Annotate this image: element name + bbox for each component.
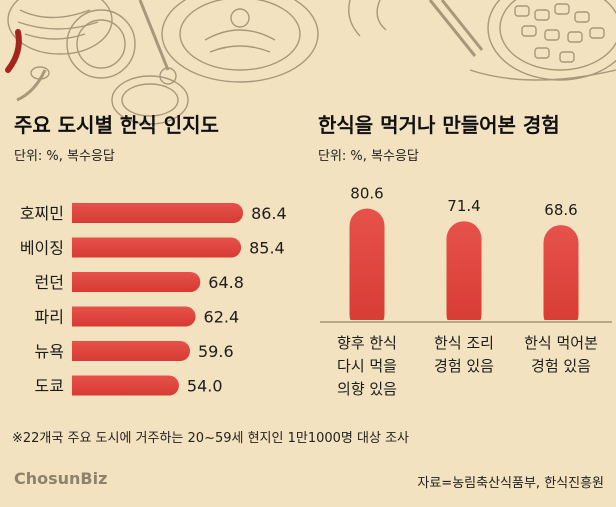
left-category-label: 호찌민 (20, 204, 64, 223)
right-chart-title: 한식을 먹거나 만들어본 경험 (318, 113, 560, 137)
left-bar (72, 203, 244, 223)
right-value-label: 68.6 (544, 201, 577, 219)
left-bar (72, 237, 242, 258)
source-credit: 자료=농림축산식품부, 한식진흥원 (417, 476, 604, 491)
left-bar (72, 341, 191, 361)
left-bar (72, 375, 179, 396)
left-bar-base (72, 341, 82, 361)
left-bar-base (72, 203, 82, 223)
left-bar-base (72, 237, 82, 258)
left-category-label: 도쿄 (35, 377, 64, 396)
right-category-label: 향후 한식 (337, 334, 397, 352)
left-chart-title: 주요 도시별 한식 인지도 (14, 113, 219, 137)
left-category-label: 뉴욕 (35, 342, 64, 361)
left-bar-base (72, 306, 82, 327)
right-bar (446, 221, 482, 332)
left-category-label: 런던 (35, 273, 64, 292)
left-chart-bars: 호찌민 86.4 베이징 85.4 런던 64.8 파리 62.4 뉴욕 59.6 도쿄 54.0 (20, 203, 287, 396)
right-bar (543, 225, 579, 332)
right-category-label: 한식 조리 (434, 334, 494, 352)
right-bar-mask (318, 320, 616, 332)
left-bar (72, 272, 201, 292)
left-bar-base (72, 272, 82, 292)
left-category-label: 파리 (35, 308, 64, 327)
left-value-label: 85.4 (249, 239, 285, 258)
right-category-label: 경험 있음 (531, 357, 591, 375)
right-category-label: 다시 먹을 (337, 357, 397, 375)
right-value-label: 80.6 (350, 184, 383, 202)
left-value-label: 54.0 (187, 377, 223, 396)
right-value-label: 71.4 (447, 197, 480, 215)
right-category-label: 경험 있음 (434, 357, 494, 375)
left-category-label: 베이징 (20, 239, 64, 258)
chili-pepper-illustration (5, 29, 22, 73)
left-bar (72, 306, 196, 327)
chosunbiz-logo: ChosunBiz (14, 469, 107, 488)
right-bar (349, 208, 385, 332)
left-value-label: 64.8 (208, 273, 244, 292)
right-chart-subtitle: 단위: %, 복수응답 (318, 149, 419, 164)
left-bar-base (72, 375, 82, 396)
right-category-label: 의향 있음 (337, 380, 397, 398)
left-chart-subtitle: 단위: %, 복수응답 (14, 149, 115, 164)
left-value-label: 62.4 (204, 308, 240, 327)
food-illustration (7, 0, 616, 125)
left-value-label: 86.4 (251, 204, 287, 223)
right-category-label: 한식 먹어본 (524, 334, 598, 352)
footnote: ※22개국 주요 도시에 거주하는 20~59세 현지인 1만1000명 대상 … (12, 431, 409, 446)
left-value-label: 59.6 (198, 342, 234, 361)
